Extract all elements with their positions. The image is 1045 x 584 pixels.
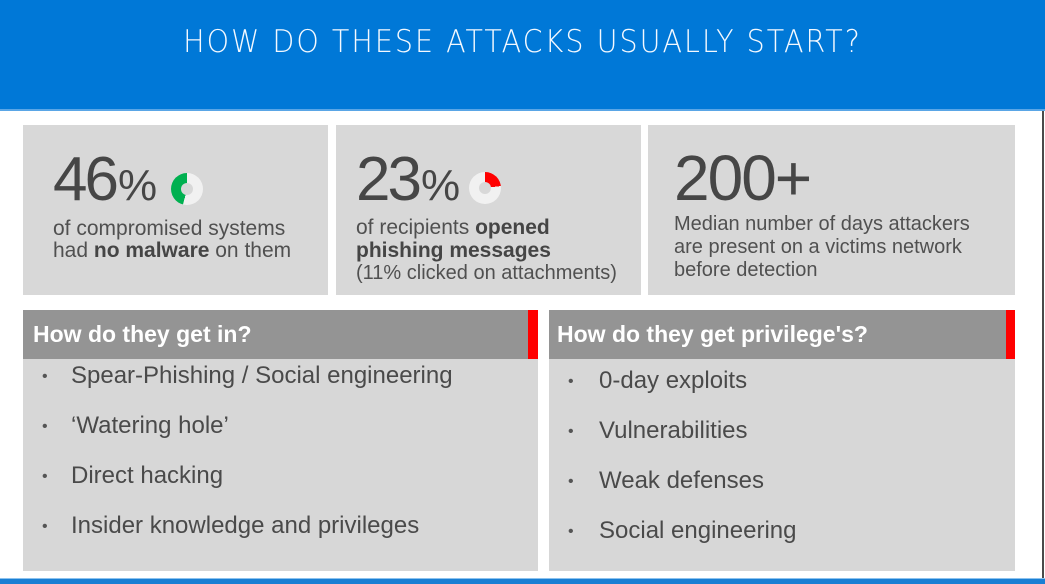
- stat-number: 23%: [356, 145, 460, 221]
- stat-card-dwell-time: 200+ Median number of days attackers are…: [648, 125, 1015, 295]
- donut-chart-icon: [171, 173, 203, 205]
- list-item-text: Direct hacking: [71, 462, 224, 489]
- list-item-text: Weak defenses: [599, 467, 764, 494]
- panel-heading: How do they get privilege's?: [557, 321, 868, 347]
- stat-value: 46: [53, 145, 119, 214]
- bullet-icon: •: [568, 523, 574, 540]
- stat-value: 23: [356, 145, 422, 214]
- stat-line: had no malware on them: [53, 240, 291, 262]
- bullet-icon: •: [568, 373, 574, 390]
- donut-chart-icon: [469, 172, 501, 204]
- panel-heading: How do they get in?: [33, 321, 252, 347]
- panel-body: • Spear-Phishing / Social engineering • ‘W…: [23, 359, 538, 571]
- stat-line: (11% clicked on attachments): [356, 262, 617, 284]
- stat-unit: %: [117, 161, 158, 210]
- list-item-text: Social engineering: [599, 517, 797, 544]
- stat-number: 200+: [674, 142, 812, 214]
- bullet-icon: •: [42, 468, 48, 485]
- stat-line: are present on a victims network: [674, 236, 962, 258]
- bottom-rule: [0, 578, 1045, 584]
- stat-line: Median number of days attackers: [674, 213, 970, 235]
- list-item-text: 0-day exploits: [599, 367, 748, 394]
- stat-line: before detection: [674, 259, 818, 281]
- stat-unit: %: [420, 161, 461, 210]
- bullet-icon: •: [568, 473, 574, 490]
- stat-text: on them: [209, 239, 292, 262]
- stat-card-phishing: 23% of recipients opened phishing messag…: [336, 125, 641, 295]
- stat-description: of recipients opened phishing messages (…: [356, 216, 617, 285]
- bullet-icon: •: [42, 418, 48, 435]
- stat-line: of compromised systems: [53, 217, 286, 240]
- accent-bar: [1006, 310, 1015, 359]
- stat-card-no-malware: 46% of compromised systems had no malwar…: [23, 125, 328, 295]
- stat-line: phishing messages: [356, 239, 617, 262]
- title-band: HOW DO THESE ATTACKS USUALLY START?: [0, 0, 1045, 111]
- list-item-text: Spear-Phishing / Social engineering: [71, 362, 453, 389]
- stat-text: had: [53, 239, 94, 262]
- panel-header: How do they get in?: [23, 310, 528, 359]
- stat-description: Median number of days attackers are pres…: [674, 213, 970, 282]
- stat-line: of recipients opened: [356, 216, 617, 239]
- stat-description: of compromised systems had no malware on…: [53, 218, 291, 262]
- stat-text: of recipients: [356, 216, 476, 239]
- list-item-text: Insider knowledge and privileges: [71, 512, 420, 539]
- stat-emphasis: phishing messages: [356, 239, 551, 262]
- bullet-icon: •: [42, 518, 48, 535]
- stat-emphasis: no malware: [93, 239, 210, 262]
- bullet-icon: •: [42, 368, 48, 385]
- accent-bar: [528, 310, 538, 359]
- slide-edge: [1042, 111, 1044, 584]
- panel-body: • 0-day exploits • Vulnerabilities • Weak d…: [549, 359, 1015, 571]
- slide-title: HOW DO THESE ATTACKS USUALLY START?: [183, 24, 862, 60]
- bullet-icon: •: [568, 423, 574, 440]
- panel-header: How do they get privilege's?: [549, 310, 1006, 359]
- stat-emphasis: opened: [475, 216, 550, 239]
- stat-number: 46%: [53, 145, 157, 221]
- list-item-text: Vulnerabilities: [599, 417, 748, 444]
- list-item-text: ‘Watering hole’: [71, 412, 229, 439]
- stat-value: 200+: [674, 142, 812, 214]
